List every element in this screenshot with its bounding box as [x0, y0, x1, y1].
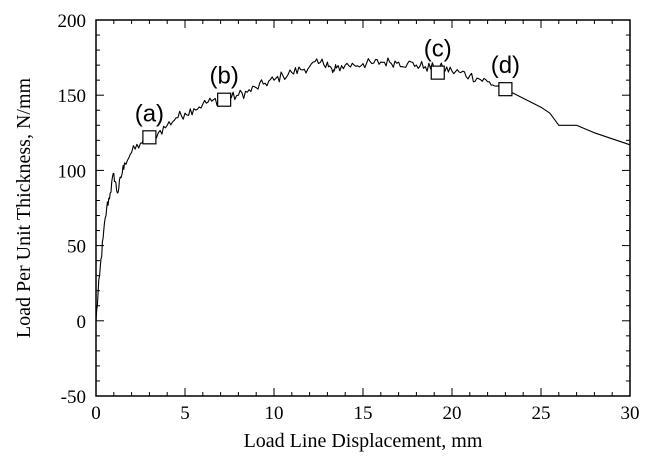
- x-tick-label: 10: [265, 403, 284, 424]
- annotation-marker: [498, 82, 513, 97]
- y-tick-label: 100: [58, 161, 87, 182]
- annotation-label: (d): [491, 52, 520, 79]
- plot-frame: [95, 19, 631, 397]
- x-tick-label: 30: [621, 403, 640, 424]
- y-tick-label: -50: [61, 387, 86, 408]
- y-tick-label: 50: [67, 237, 86, 258]
- x-axis-label: Load Line Displacement, mm: [244, 430, 483, 452]
- x-tick-label: 25: [532, 403, 551, 424]
- annotation-label: (b): [209, 63, 238, 90]
- annotation-marker: [430, 65, 445, 80]
- y-tick-label: 0: [77, 312, 87, 333]
- annotation-markers: (a) (b) (c) (d): [135, 36, 520, 145]
- y-axis-label: Load Per Unit Thickness, N/mm: [13, 77, 35, 338]
- series-line: [95, 57, 631, 321]
- x-tick-label: 20: [443, 403, 462, 424]
- x-tick-label: 15: [354, 403, 373, 424]
- axis-ticks: [95, 19, 631, 397]
- annotation-label: (a): [135, 100, 164, 127]
- y-tick-label: 200: [58, 11, 87, 32]
- annotation-marker: [217, 92, 232, 107]
- x-tick-label: 5: [180, 403, 190, 424]
- y-tick-label: 150: [58, 86, 87, 107]
- x-tick-label: 0: [91, 403, 101, 424]
- annotation-label: (c): [424, 36, 452, 63]
- annotation-marker: [142, 130, 157, 145]
